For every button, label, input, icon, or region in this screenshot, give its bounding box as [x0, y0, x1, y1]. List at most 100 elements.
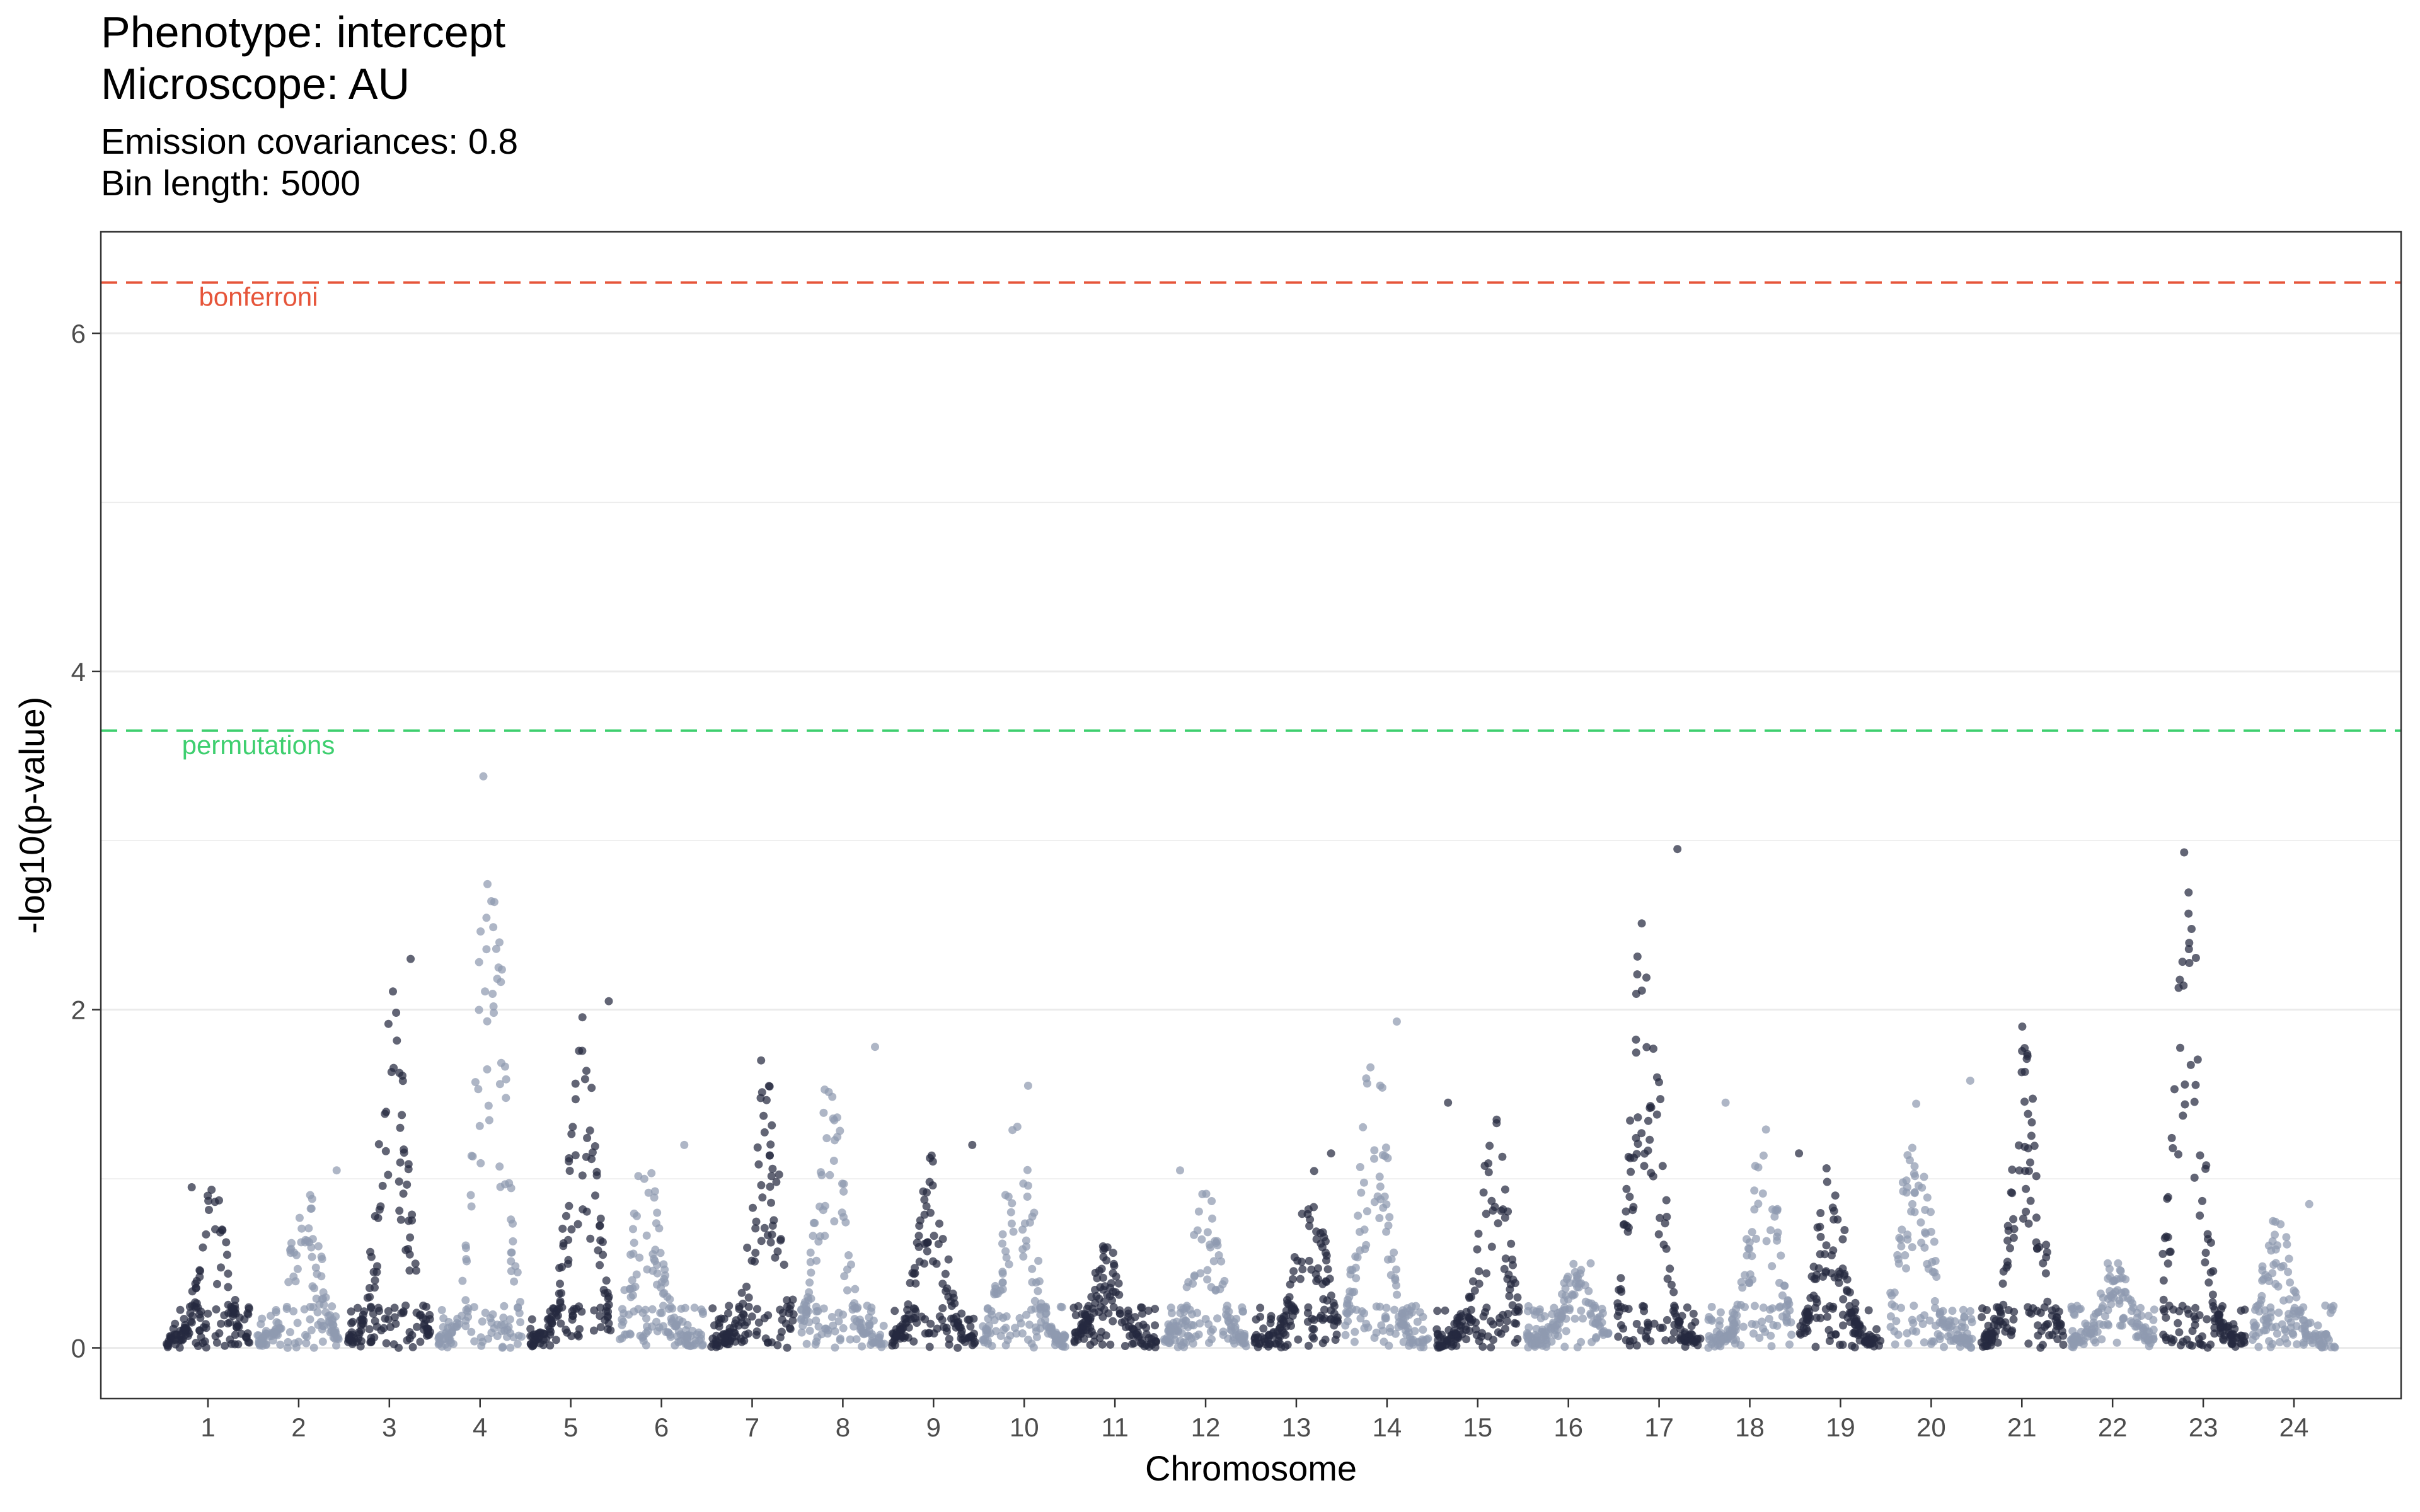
- data-point: [501, 1180, 509, 1189]
- data-point: [276, 1340, 285, 1349]
- data-point: [990, 1316, 999, 1324]
- data-point: [2015, 1166, 2024, 1175]
- data-point: [476, 1333, 485, 1342]
- data-point: [2159, 1295, 2168, 1304]
- data-point: [1395, 1318, 1403, 1326]
- data-point: [2009, 1234, 2018, 1242]
- y-tick-label: 6: [71, 319, 86, 348]
- chart-title-line-2: Microscope: AU: [101, 59, 410, 108]
- data-point: [1733, 1300, 1742, 1309]
- data-point: [307, 1326, 316, 1334]
- data-point: [2286, 1278, 2295, 1287]
- data-point: [1178, 1319, 1187, 1327]
- data-point: [1036, 1310, 1045, 1319]
- data-point: [475, 1005, 483, 1014]
- data-point: [1654, 1230, 1663, 1239]
- data-point: [558, 1224, 567, 1233]
- data-point: [1465, 1314, 1473, 1322]
- data-point: [2283, 1240, 2291, 1249]
- data-point: [1318, 1228, 1327, 1237]
- data-point: [1151, 1343, 1160, 1351]
- data-point: [938, 1304, 947, 1312]
- data-point: [920, 1195, 929, 1204]
- data-point: [1390, 1248, 1398, 1257]
- data-point: [636, 1331, 645, 1340]
- data-point: [2021, 1167, 2029, 1176]
- data-point: [2162, 1314, 2170, 1322]
- data-point: [2008, 1189, 2017, 1198]
- data-point: [2141, 1332, 2150, 1341]
- data-point: [1256, 1303, 1265, 1312]
- data-point: [399, 1309, 408, 1317]
- data-point: [1151, 1305, 1160, 1314]
- data-point: [1034, 1256, 1043, 1265]
- data-point: [1673, 845, 1682, 854]
- data-point: [1126, 1332, 1134, 1340]
- data-point: [2158, 1249, 2167, 1258]
- data-point: [2306, 1319, 2315, 1327]
- data-point: [1022, 1310, 1030, 1319]
- data-point: [1710, 1342, 1719, 1351]
- data-point: [766, 1183, 775, 1191]
- data-point: [1353, 1253, 1362, 1262]
- data-point: [285, 1328, 294, 1336]
- data-point: [1540, 1333, 1548, 1342]
- chart-subtitle-line-1: Emission covariances: 0.8: [101, 122, 519, 162]
- data-point: [1622, 1207, 1630, 1216]
- data-point: [506, 1343, 515, 1352]
- y-tick-label: 4: [71, 657, 86, 687]
- data-point: [778, 1309, 787, 1317]
- data-point: [1887, 1291, 1896, 1300]
- data-point: [1095, 1308, 1103, 1317]
- data-point: [2006, 1244, 2014, 1252]
- data-point: [1407, 1336, 1415, 1344]
- data-point: [481, 987, 490, 996]
- data-point: [2030, 1142, 2039, 1150]
- data-point: [836, 1126, 844, 1135]
- chart-title-line-1: Phenotype: intercept: [101, 8, 506, 57]
- data-point: [399, 1189, 408, 1198]
- data-point: [900, 1334, 909, 1343]
- data-point: [926, 1154, 935, 1162]
- data-point: [2198, 1196, 2206, 1205]
- data-point: [416, 1337, 425, 1346]
- data-point: [2099, 1302, 2107, 1310]
- data-point: [2175, 975, 2184, 984]
- data-point: [411, 1259, 420, 1268]
- data-point: [575, 1302, 584, 1311]
- data-point: [1198, 1190, 1207, 1198]
- data-point: [1536, 1339, 1545, 1348]
- data-point: [2299, 1316, 2307, 1325]
- data-point: [1410, 1327, 1419, 1336]
- data-point: [196, 1266, 205, 1275]
- data-point: [297, 1224, 306, 1233]
- data-point: [1375, 1214, 1384, 1222]
- data-point: [1918, 1183, 1927, 1192]
- x-tick-label: 15: [1463, 1412, 1492, 1442]
- data-point: [2208, 1290, 2217, 1299]
- chart-title-block: Phenotype: intercept Microscope: AU Emis…: [101, 6, 518, 204]
- data-point: [1357, 1188, 1366, 1197]
- data-point: [1115, 1290, 1124, 1299]
- data-point: [389, 987, 397, 996]
- data-point: [210, 1198, 219, 1206]
- data-point: [768, 1164, 777, 1173]
- data-point: [625, 1310, 633, 1319]
- data-point: [2179, 981, 2188, 990]
- data-point: [776, 1333, 785, 1342]
- data-point: [1207, 1283, 1216, 1292]
- data-point: [2188, 1341, 2196, 1350]
- data-point: [2201, 1249, 2210, 1257]
- data-point: [390, 1303, 399, 1312]
- data-point: [1767, 1342, 1776, 1351]
- data-point: [282, 1302, 291, 1311]
- data-point: [1570, 1290, 1579, 1299]
- data-point: [1194, 1330, 1203, 1339]
- data-point: [2169, 1305, 2178, 1314]
- data-point: [1511, 1338, 1519, 1347]
- data-point: [172, 1330, 181, 1339]
- data-point: [768, 1230, 776, 1239]
- data-point: [539, 1329, 548, 1338]
- data-point: [1095, 1334, 1104, 1343]
- data-point: [1577, 1337, 1586, 1346]
